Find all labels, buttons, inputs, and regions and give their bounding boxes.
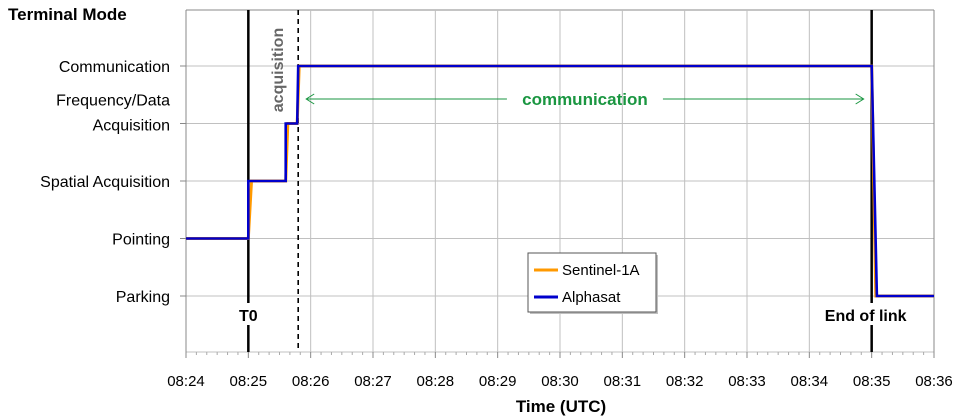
x-tick-label: 08:31 xyxy=(604,373,642,390)
x-tick-label: 08:34 xyxy=(791,373,829,390)
communication-label: communication xyxy=(522,90,648,109)
end-of-link-label-bg xyxy=(819,303,924,325)
acquisition-label: acquisition xyxy=(270,28,287,112)
x-tick-label: 08:32 xyxy=(666,373,704,390)
y-tick-label: Frequency/Data Acquisition xyxy=(56,93,170,135)
x-tick-label: 08:26 xyxy=(292,373,330,390)
x-tick-label: 08:29 xyxy=(479,373,517,390)
x-tick-label: 08:27 xyxy=(354,373,392,390)
legend: Sentinel-1A Alphasat xyxy=(527,252,658,314)
communication-arrowhead-right xyxy=(855,93,865,105)
end-of-link-label: End of link xyxy=(825,308,907,325)
y-tick-label: Communication xyxy=(59,59,170,76)
series-line-alphasat xyxy=(186,64,934,298)
x-axis: 08:24 08:25 08:26 08:27 08:28 08:29 08:30 08:31… xyxy=(167,352,953,390)
x-axis-title: Time (UTC) xyxy=(516,397,606,416)
t0-label-bg xyxy=(232,303,265,325)
x-tick-label: 08:33 xyxy=(728,373,766,390)
y-tick-label: Spatial Acquisition xyxy=(40,174,170,191)
y-axis-title: Terminal Mode xyxy=(8,5,127,24)
y-axis: Parking Pointing Spatial Acquisition Freque… xyxy=(40,10,187,352)
annotations: T0 End of link acquisition communication xyxy=(232,10,924,352)
x-tick-label: 08:28 xyxy=(417,373,455,390)
legend-box xyxy=(527,252,657,313)
communication-arrowhead-left xyxy=(305,93,315,105)
x-tick-label: 08:35 xyxy=(853,373,891,390)
x-tick-label: 08:25 xyxy=(230,373,268,390)
y-tick-label: Pointing xyxy=(112,232,170,249)
series-lines xyxy=(186,64,934,298)
x-tick-label: 08:30 xyxy=(541,373,579,390)
legend-label: Sentinel-1A xyxy=(562,262,640,279)
x-tick-label: 08:36 xyxy=(915,373,953,390)
t0-label: T0 xyxy=(239,308,258,325)
x-tick-label: 08:24 xyxy=(167,373,205,390)
y-tick-label: Parking xyxy=(116,289,170,306)
legend-label: Alphasat xyxy=(562,289,621,306)
